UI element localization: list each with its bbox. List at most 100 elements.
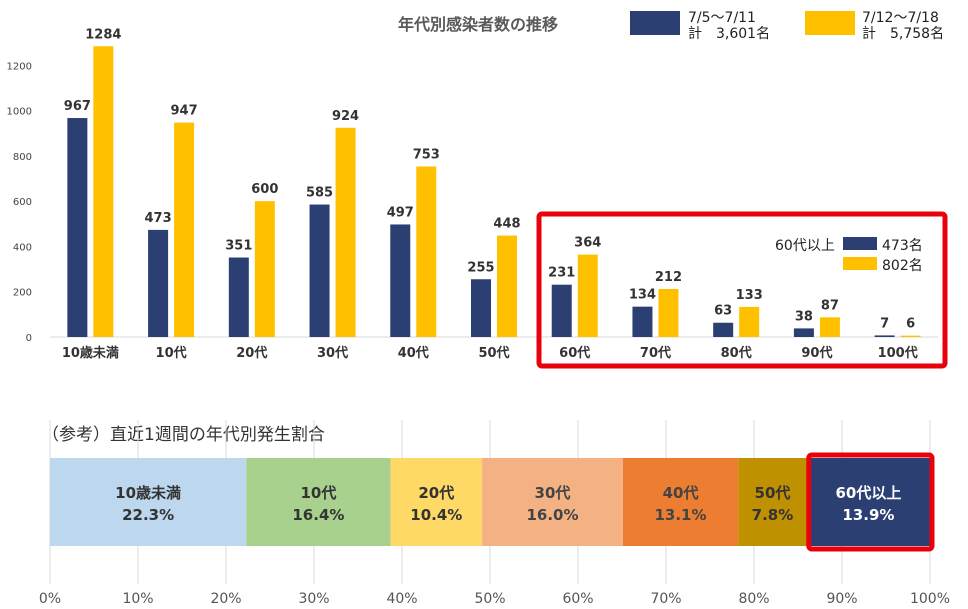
annotation-total: 802名 [882, 258, 923, 274]
x-tick-label: 10% [122, 591, 153, 607]
bar-week2 [819, 317, 840, 337]
category-label: 10歳未満 [62, 345, 119, 361]
data-label: 351 [225, 239, 252, 254]
data-label: 6 [906, 317, 915, 332]
bar-week2 [335, 127, 356, 337]
x-tick-label: 60% [562, 591, 593, 607]
data-label: 7 [880, 316, 889, 331]
legend-swatch-week1 [630, 11, 680, 35]
data-label: 947 [171, 104, 198, 119]
category-label: 40代 [398, 345, 429, 361]
data-label: 38 [795, 309, 813, 324]
annotation-swatch-week1 [843, 237, 877, 250]
category-label: 30代 [317, 345, 348, 361]
bar-week2 [577, 254, 598, 337]
bar-week1 [551, 284, 572, 337]
segment-value: 22.3% [122, 506, 174, 524]
highlight-box [536, 211, 948, 369]
data-label: 585 [306, 186, 333, 201]
x-tick-label: 40% [386, 591, 417, 607]
legend-label: 7/12〜7/18 [862, 10, 939, 26]
bar-week1 [67, 118, 88, 337]
x-tick-label: 50% [474, 591, 505, 607]
segment-7 [806, 458, 930, 546]
data-label: 448 [493, 217, 520, 232]
bar-week1 [632, 306, 653, 337]
category-label: 20代 [236, 345, 267, 361]
legend-total: 計 5,758名 [862, 26, 944, 42]
bar-week1 [874, 335, 895, 337]
bar-week2 [416, 166, 437, 337]
segment-2 [246, 458, 391, 546]
segment-highlight-box [806, 452, 935, 552]
y-tick-label: 0 [26, 333, 32, 344]
chart-title: 年代別感染者数の推移 [398, 15, 558, 34]
data-label: 924 [332, 109, 359, 124]
segment-6 [738, 458, 807, 546]
x-tick-label: 30% [298, 591, 329, 607]
category-label: 70代 [640, 345, 671, 361]
segment-value: 16.4% [292, 506, 344, 524]
annotation-label: 60代以上 [775, 238, 835, 254]
x-tick-label: 0% [39, 591, 61, 607]
x-tick-label: 80% [738, 591, 769, 607]
segment-label: 30代 [535, 484, 571, 502]
data-label: 134 [629, 288, 656, 303]
y-tick-label: 200 [13, 288, 32, 299]
bar-week1 [228, 257, 249, 337]
data-label: 212 [655, 270, 682, 285]
category-label: 60代 [559, 345, 590, 361]
segment-1 [50, 458, 247, 546]
data-label: 473 [145, 211, 172, 226]
segment-5 [622, 458, 739, 546]
x-tick-label: 100% [910, 591, 950, 607]
x-tick-label: 90% [826, 591, 857, 607]
bar-week1 [713, 322, 734, 337]
data-label: 231 [548, 266, 575, 281]
bar-week2 [93, 46, 114, 337]
category-label: 100代 [878, 345, 918, 361]
data-label: 255 [467, 260, 494, 275]
y-tick-label: 400 [13, 242, 32, 253]
annotation-swatch-week2 [843, 257, 877, 270]
bar-week2 [658, 288, 679, 337]
category-label: 50代 [478, 345, 509, 361]
bar-week1 [390, 224, 411, 337]
bar-week2 [254, 201, 275, 337]
bar-week1 [471, 279, 491, 337]
y-tick-label: 1200 [7, 61, 32, 72]
data-label: 753 [413, 147, 440, 162]
segment-label: 10代 [300, 484, 336, 502]
segment-value: 13.1% [654, 506, 706, 524]
segment-4 [482, 458, 623, 546]
category-label: 80代 [721, 345, 752, 361]
bar-week2 [739, 306, 760, 337]
data-label: 967 [64, 99, 91, 114]
y-tick-label: 800 [13, 152, 32, 163]
segment-label: 20代 [418, 484, 454, 502]
segment-label: 60代以上 [835, 484, 901, 502]
data-label: 600 [251, 182, 278, 197]
bar-week1 [793, 328, 814, 337]
data-label: 63 [714, 304, 732, 319]
legend-total: 計 3,601名 [688, 26, 770, 42]
bar-week1 [148, 229, 169, 337]
data-label: 1284 [85, 27, 121, 42]
y-tick-label: 1000 [7, 107, 32, 118]
legend-label: 7/5〜7/11 [688, 10, 756, 26]
bar-week2 [174, 122, 195, 337]
segment-value: 16.0% [526, 506, 578, 524]
data-label: 87 [821, 298, 839, 313]
segment-value: 7.8% [752, 506, 794, 524]
bar-week1 [309, 204, 330, 337]
stacked-chart-title: （参考）直近1週間の年代別発生割合 [42, 425, 325, 445]
y-tick-label: 600 [13, 197, 32, 208]
x-tick-label: 70% [650, 591, 681, 607]
segment-label: 40代 [663, 484, 699, 502]
bar-week2 [497, 235, 517, 337]
segment-value: 13.9% [842, 506, 894, 524]
bar-week2 [900, 335, 921, 337]
segment-label: 10歳未満 [115, 484, 181, 502]
category-label: 90代 [801, 345, 832, 361]
segment-3 [390, 458, 483, 546]
